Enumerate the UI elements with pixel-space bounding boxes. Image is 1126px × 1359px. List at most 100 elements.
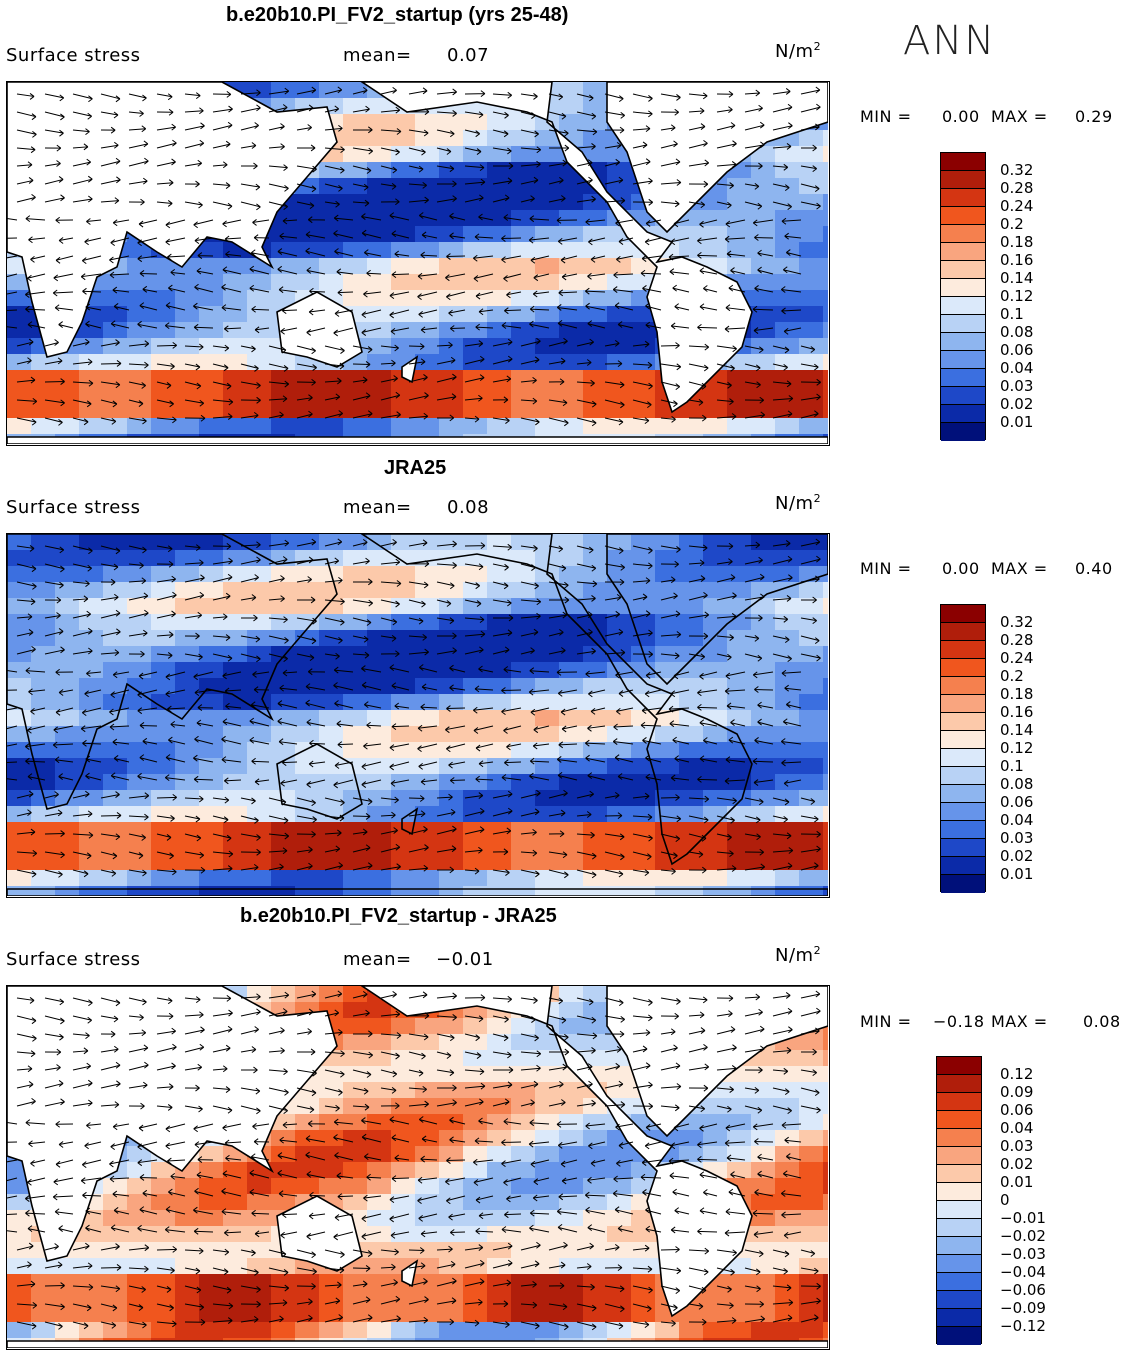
field-cell — [103, 1306, 128, 1323]
field-cell — [535, 774, 560, 791]
wind-arrow — [772, 103, 793, 113]
wind-arrow — [408, 599, 426, 608]
wind-arrow — [306, 327, 326, 336]
colorbar-ticks: 0.32 0.28 0.24 0.2 0.18 0.16 0.14 0.12 0.1 0.08 0.… — [1000, 613, 1033, 883]
field-cell — [79, 870, 104, 887]
field-cell — [607, 258, 632, 275]
field-cell — [511, 1114, 536, 1131]
field-cell — [127, 1242, 152, 1259]
field-cell — [271, 1146, 296, 1163]
field-cell — [7, 534, 32, 551]
wind-arrow — [268, 1105, 288, 1115]
wind-arrow — [548, 1261, 566, 1269]
wind-arrow — [632, 1014, 653, 1022]
wind-arrow — [156, 1104, 173, 1111]
colorbar-tick-label: −0.04 — [1000, 1263, 1046, 1281]
wind-arrow — [604, 399, 625, 409]
field-cell — [391, 614, 416, 631]
field-cell — [511, 386, 536, 403]
wind-arrow — [44, 93, 65, 102]
field-cell — [487, 822, 512, 839]
wind-arrow — [576, 128, 598, 136]
field-cell — [31, 630, 56, 647]
wind-arrow — [7, 689, 18, 691]
field-cell — [583, 418, 608, 435]
wind-arrow — [492, 995, 513, 1003]
wind-arrow — [576, 611, 593, 619]
wind-arrow — [520, 1260, 540, 1269]
field-cell — [655, 886, 680, 896]
wind-arrow — [184, 1285, 202, 1294]
wind-arrow — [632, 1102, 654, 1110]
wind-arrow — [699, 1171, 718, 1179]
field-cell — [271, 1194, 296, 1211]
wind-arrow — [138, 1123, 158, 1132]
field-cell — [583, 1258, 608, 1275]
field-cell — [583, 1178, 608, 1195]
wind-arrow — [7, 217, 18, 221]
field-cell — [7, 1258, 32, 1275]
wind-arrow — [716, 1010, 733, 1018]
field-cell — [151, 258, 176, 275]
field-cell — [799, 1162, 824, 1179]
field-cell — [487, 582, 512, 599]
wind-arrow — [240, 863, 259, 871]
wind-arrow — [128, 629, 148, 637]
field-cell — [343, 566, 368, 583]
wind-arrow — [72, 1062, 92, 1071]
field-cell — [7, 1322, 32, 1339]
wind-arrow — [436, 356, 456, 365]
field-cell — [631, 806, 656, 823]
wind-arrow — [772, 395, 794, 402]
colorbar-swatch — [937, 1327, 981, 1345]
wind-arrow — [100, 563, 119, 571]
wind-arrow — [254, 326, 270, 334]
field-cell — [415, 1258, 440, 1275]
wind-arrow — [156, 1303, 174, 1312]
wind-arrow — [44, 830, 65, 837]
wind-arrow — [716, 1285, 732, 1293]
field-cell — [727, 758, 752, 775]
wind-arrow — [436, 1297, 457, 1305]
field-cell — [799, 322, 824, 339]
field-cell — [103, 694, 128, 711]
field-cell — [367, 806, 392, 823]
wind-arrow — [193, 671, 214, 681]
field-cell — [751, 838, 776, 855]
field-cell — [559, 1306, 584, 1323]
field-cell — [391, 710, 416, 727]
field-cell — [247, 386, 272, 403]
wind-arrow — [558, 741, 578, 749]
field-cell — [55, 386, 80, 403]
field-cell — [151, 1290, 176, 1307]
field-cell — [175, 822, 200, 839]
field-cell — [703, 870, 728, 887]
field-cell — [367, 678, 392, 695]
wind-arrow — [446, 1157, 466, 1164]
wind-arrow — [576, 417, 597, 427]
field-cell — [823, 614, 828, 631]
wind-arrow — [194, 1187, 214, 1197]
colorbar-swatch — [941, 153, 985, 171]
field-cell — [199, 838, 224, 855]
field-cell — [487, 402, 512, 419]
field-cell — [631, 838, 656, 855]
field-cell — [823, 662, 828, 679]
field-cell — [271, 534, 296, 551]
field-cell — [511, 886, 536, 896]
field-cell — [823, 534, 828, 551]
field-cell — [199, 1242, 224, 1259]
wind-arrow — [100, 1101, 120, 1109]
field-cell — [127, 242, 152, 259]
field-cell — [127, 886, 152, 896]
field-cell — [775, 598, 800, 615]
field-cell — [391, 1098, 416, 1115]
field-cell — [343, 598, 368, 615]
field-cell — [271, 726, 296, 743]
field-cell — [103, 838, 128, 855]
field-cell — [7, 1274, 32, 1291]
wind-arrow — [100, 1045, 119, 1053]
wind-arrow — [492, 147, 512, 155]
wind-arrow — [464, 178, 486, 186]
wind-arrow — [772, 1249, 790, 1258]
